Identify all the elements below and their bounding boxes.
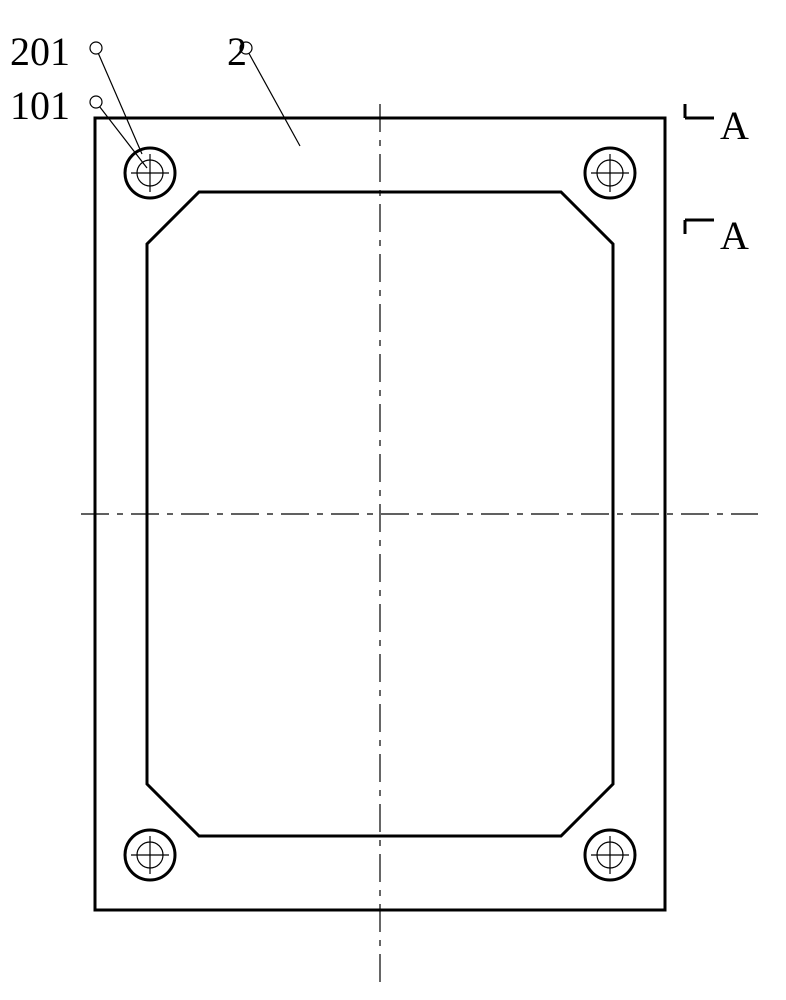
ref-label-2: 2 <box>227 28 247 75</box>
section-mark-bottom <box>685 220 714 234</box>
bolt-hole-1 <box>585 148 635 198</box>
leader-101 <box>90 96 147 168</box>
section-mark-top <box>685 104 714 118</box>
leader-201 <box>90 42 142 154</box>
bolt-hole-3 <box>585 830 635 880</box>
section-label-a-bottom: A <box>720 212 749 259</box>
technical-drawing <box>0 0 786 1000</box>
bolt-hole-0 <box>125 148 175 198</box>
ref-label-101: 101 <box>10 82 70 129</box>
section-label-a-top: A <box>720 102 749 149</box>
ref-label-201: 201 <box>10 28 70 75</box>
leader-2 <box>240 42 300 146</box>
bolt-hole-2 <box>125 830 175 880</box>
